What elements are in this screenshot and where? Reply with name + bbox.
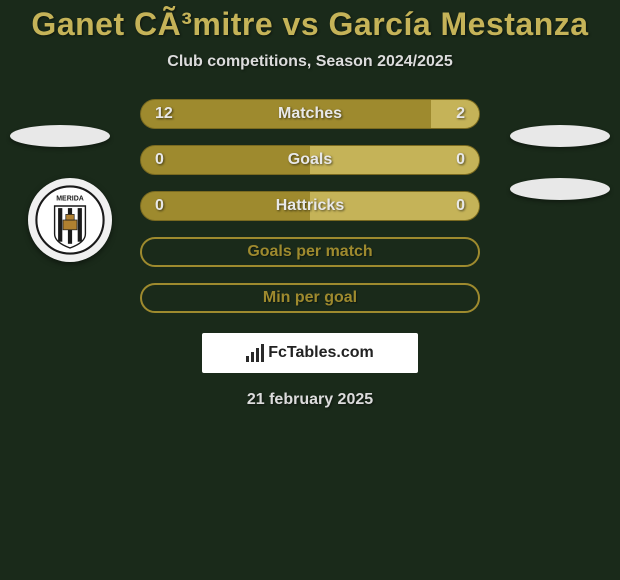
stat-row: Hattricks0 0 xyxy=(140,191,480,221)
badge-text: MERIDA xyxy=(56,195,84,202)
attribution-bars-icon xyxy=(246,344,264,362)
attribution-badge: FcTables.com xyxy=(202,333,418,373)
stat-value-left: 0 xyxy=(155,146,164,174)
stat-label: Min per goal xyxy=(142,285,478,311)
page-title: Ganet CÃ³mitre vs García Mestanza xyxy=(31,6,588,43)
stat-label: Hattricks xyxy=(141,192,479,220)
stat-row: Min per goal xyxy=(140,283,480,313)
stat-label: Goals xyxy=(141,146,479,174)
attribution-text: FcTables.com xyxy=(268,344,374,362)
stat-value-right: 2 xyxy=(456,100,465,128)
stat-row: Goals0 0 xyxy=(140,145,480,175)
stat-value-left: 12 xyxy=(155,100,173,128)
date-label: 21 february 2025 xyxy=(247,391,373,409)
stat-label: Goals per match xyxy=(142,239,478,265)
stat-value-left: 0 xyxy=(155,192,164,220)
stat-value-right: 0 xyxy=(456,192,465,220)
stat-row: Goals per match xyxy=(140,237,480,267)
player-left-marker xyxy=(10,125,110,147)
subtitle: Club competitions, Season 2024/2025 xyxy=(167,53,452,71)
player-right-marker-2 xyxy=(510,178,610,200)
merida-crest-icon: MERIDA xyxy=(35,185,105,255)
player-right-marker-1 xyxy=(510,125,610,147)
team-badge-left: MERIDA xyxy=(28,178,112,262)
stat-row: Matches12 2 xyxy=(140,99,480,129)
stat-value-right: 0 xyxy=(456,146,465,174)
stat-label: Matches xyxy=(141,100,479,128)
